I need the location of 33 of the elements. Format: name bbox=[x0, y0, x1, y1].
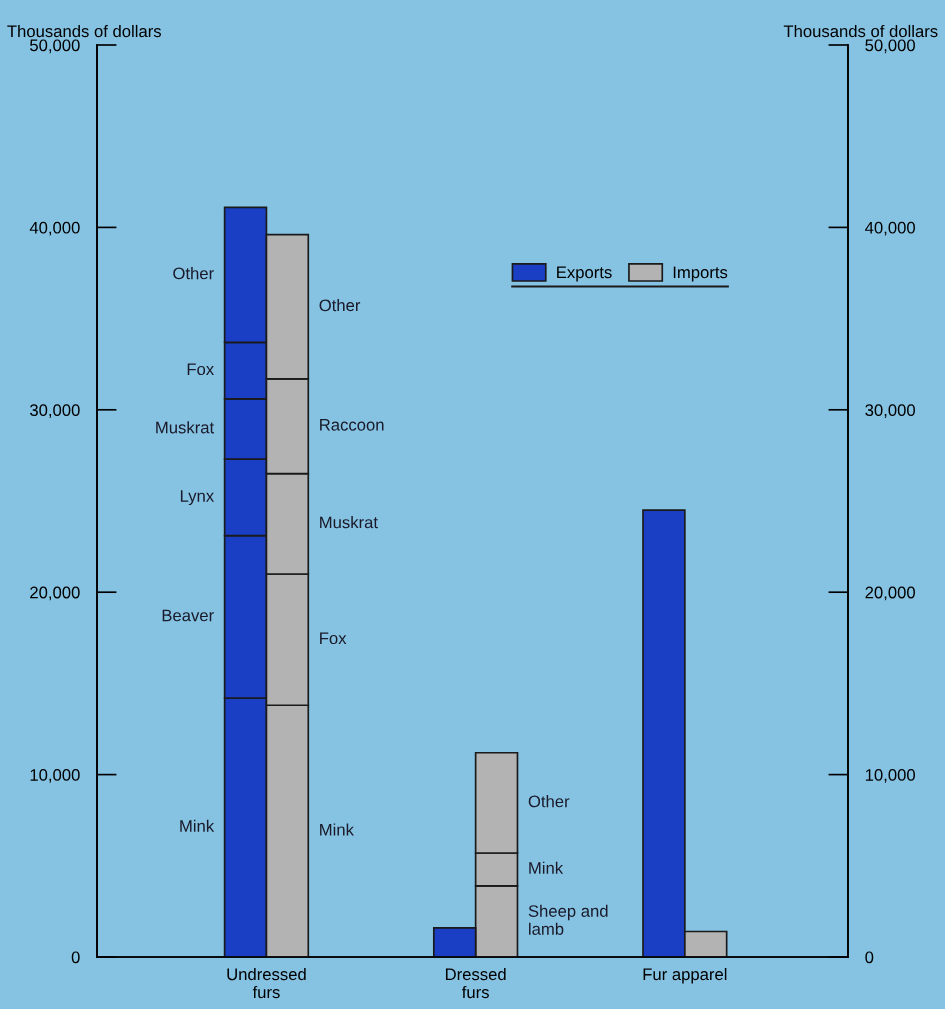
series-label: Mink bbox=[529, 861, 564, 874]
legend-label: Imports bbox=[673, 266, 728, 282]
y2-tick-label: 0 bbox=[865, 951, 874, 964]
text: Fur apparel bbox=[643, 967, 727, 984]
y2-tick-label: 20,000 bbox=[865, 586, 915, 601]
y2-tick-label: 30,000 bbox=[865, 404, 915, 418]
series-label: Mink bbox=[180, 819, 215, 832]
y-tick-label: 10,000 bbox=[30, 769, 80, 783]
y2-tick-label: 40,000 bbox=[865, 221, 915, 236]
series-label: Fox bbox=[187, 363, 214, 376]
series-label: Fox bbox=[320, 632, 347, 645]
y2-axis-title: Thousands of dollars bbox=[783, 24, 938, 38]
series-label: Other bbox=[173, 267, 214, 280]
series-label: Other bbox=[528, 795, 570, 808]
series-label: Beaver bbox=[162, 609, 214, 622]
y-tick-label: 50,000 bbox=[30, 39, 80, 54]
y-tick-label: 20,000 bbox=[30, 586, 80, 601]
legend-label: Exports bbox=[557, 266, 612, 282]
y-tick-label: 30,000 bbox=[30, 404, 80, 418]
y-tick-label: 0 bbox=[71, 951, 80, 964]
text: Dressed furs bbox=[445, 967, 506, 999]
series-label: Raccoon bbox=[320, 419, 384, 431]
text: Undressed furs bbox=[227, 967, 306, 999]
y-axis-title: Thousands of dollars bbox=[7, 24, 161, 38]
y2-tick-label: 10,000 bbox=[865, 769, 915, 783]
series-label: Muskrat bbox=[320, 516, 378, 529]
y-tick-label: 40,000 bbox=[29, 221, 80, 236]
series-label: Sheep and lamb bbox=[528, 904, 608, 935]
y2-tick-label: 50,000 bbox=[865, 39, 915, 54]
series-label: Other bbox=[319, 298, 361, 312]
series-label: Muskrat bbox=[156, 421, 215, 434]
series-label: Mink bbox=[320, 823, 354, 836]
series-label: Lynx bbox=[180, 490, 214, 506]
